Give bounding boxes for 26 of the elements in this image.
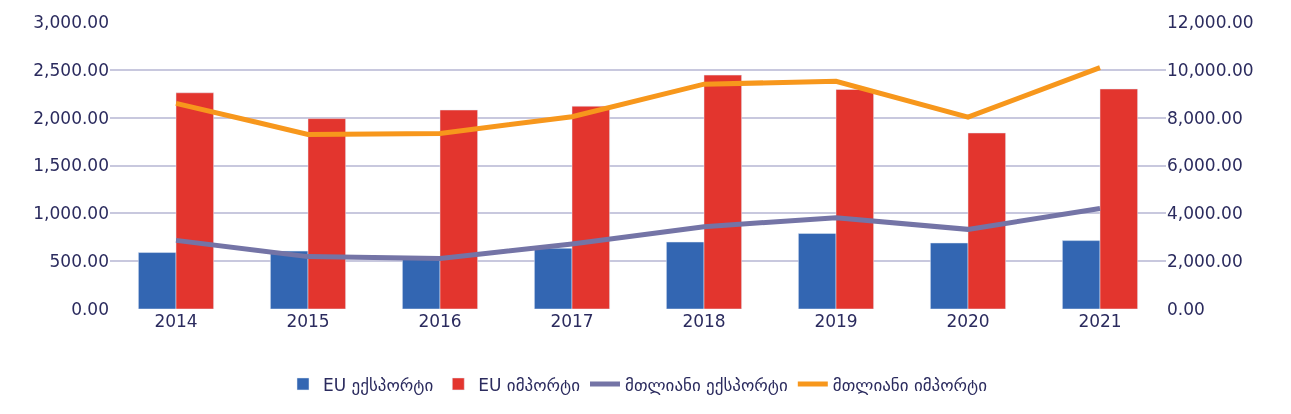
y2-tick-label: 10,000.00 [1167, 59, 1254, 80]
legend-label: მთლიანი იმპორტი [832, 374, 988, 395]
y2-tick-label: 0.00 [1167, 298, 1205, 319]
y-tick-label: 3,000.00 [33, 11, 109, 32]
x-tick-label: 2021 [1078, 311, 1122, 331]
y2-tick-label: 12,000.00 [1167, 11, 1254, 32]
y-tick-label: 2,500.00 [33, 59, 109, 80]
y-tick-label: 0.00 [71, 298, 109, 319]
legend-label: მთლიანი ექსპორტი [625, 374, 788, 395]
y-tick-label: 500.00 [49, 251, 109, 272]
x-tick-label: 2020 [946, 311, 990, 331]
y2-tick-label: 6,000.00 [1167, 155, 1243, 176]
y2-tick-label: 8,000.00 [1167, 107, 1243, 128]
x-tick-label: 2018 [682, 311, 726, 331]
x-tick-label: 2019 [814, 311, 858, 331]
x-tick-label: 2015 [286, 311, 330, 331]
y-tick-label: 1,000.00 [33, 203, 109, 224]
y-tick-label: 2,000.00 [33, 107, 109, 128]
y-tick-label: 1,500.00 [33, 155, 109, 176]
x-tick-label: 2017 [550, 311, 594, 331]
y2-tick-label: 4,000.00 [1167, 203, 1243, 224]
legend-label: EU ექსპორტი [323, 374, 434, 395]
legend-label: EU იმპორტი [478, 374, 580, 395]
x-tick-label: 2016 [418, 311, 462, 331]
y2-tick-label: 2,000.00 [1167, 251, 1243, 272]
x-tick-label: 2014 [154, 311, 198, 331]
